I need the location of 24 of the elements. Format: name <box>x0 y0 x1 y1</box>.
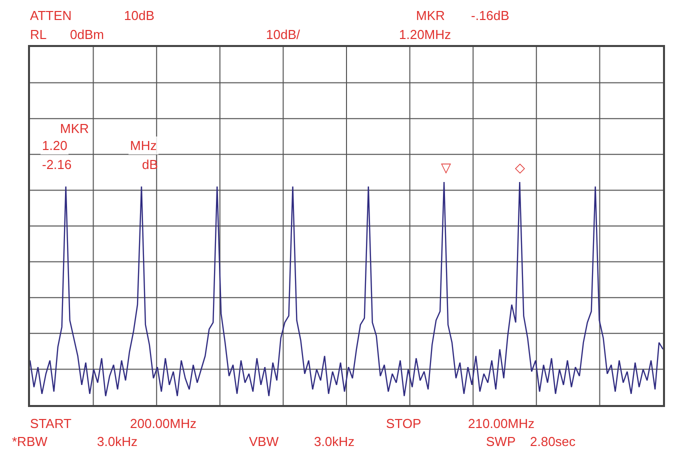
text: STOP <box>386 416 422 431</box>
text: ▽ <box>441 160 451 175</box>
text: 10dB <box>124 8 154 23</box>
text: RL <box>30 27 47 42</box>
text: 3.0kHz <box>314 434 354 449</box>
text: *RBW <box>12 434 48 449</box>
text: MKR <box>60 121 89 136</box>
text: 2.80sec <box>530 434 576 449</box>
text: 200.00MHz <box>130 416 196 431</box>
text: 3.0kHz <box>97 434 138 449</box>
text: 10dB/ <box>266 27 300 42</box>
text: 210.00MHz <box>468 416 534 431</box>
text: MHz <box>130 138 157 153</box>
text: VBW <box>249 434 280 449</box>
text: 1.20 <box>42 138 68 153</box>
text: ATTEN <box>30 8 72 23</box>
text: START <box>30 416 72 431</box>
text: MKR <box>416 8 445 23</box>
text: 1.20MHz <box>399 27 452 42</box>
text: ◇ <box>515 160 525 175</box>
text: 0dBm <box>70 27 104 42</box>
text: -.16dB <box>471 8 510 23</box>
text: -2.16 <box>42 157 72 172</box>
text: SWP <box>486 434 516 449</box>
